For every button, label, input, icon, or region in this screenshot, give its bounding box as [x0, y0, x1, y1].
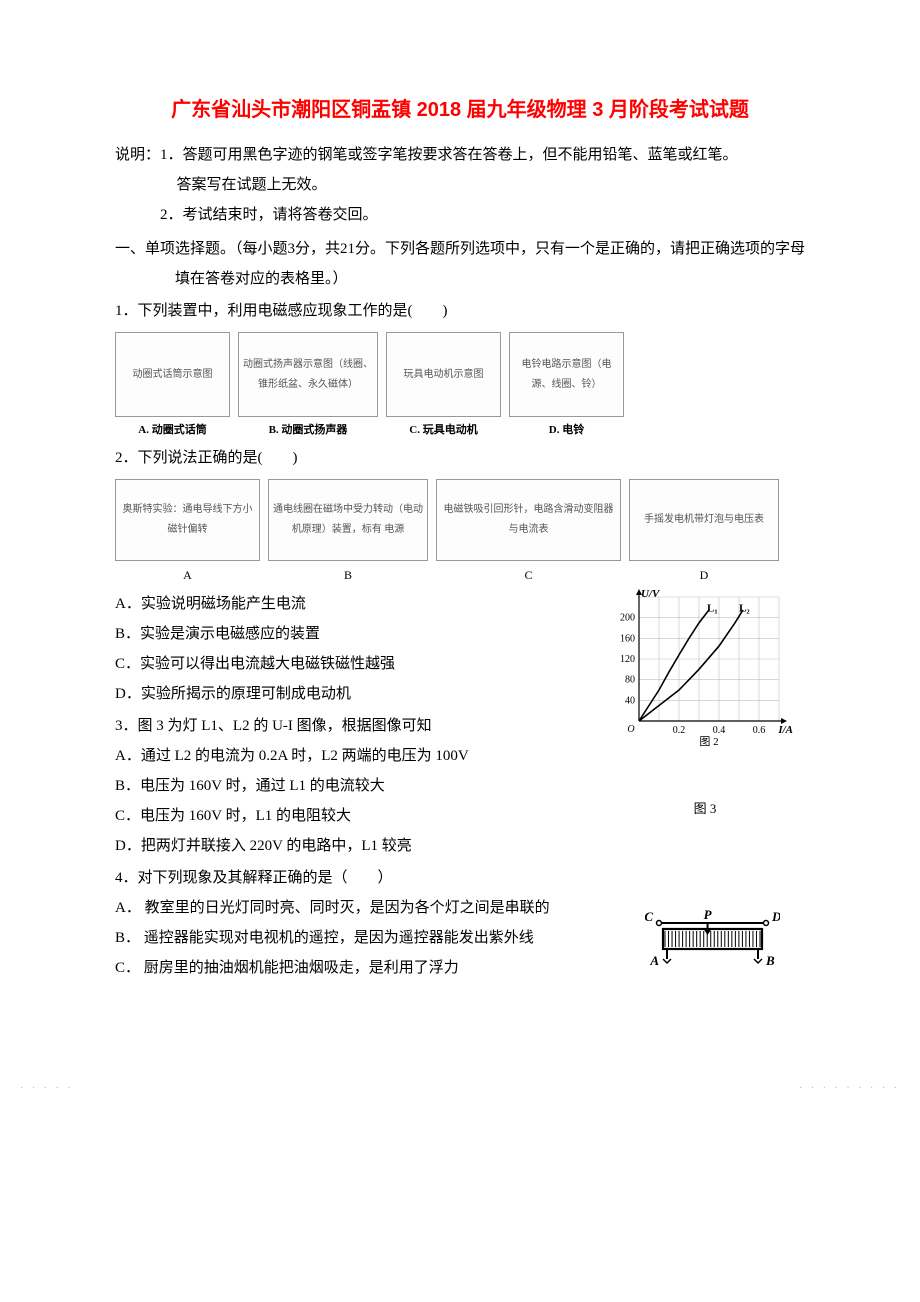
q2-image-1: 通电线圈在磁场中受力转动（电动机原理）装置，标有 电源B [268, 479, 428, 587]
instruction-2: 2．考试结束时，请将答卷交回。 [115, 200, 805, 230]
svg-text:120: 120 [620, 654, 635, 665]
svg-text:C: C [645, 909, 653, 924]
q1-option-2-image: 玩具电动机示意图 [386, 332, 501, 417]
q4-opt-c: C． 厨房里的抽油烟机能把油烟吸走，是利用了浮力 [115, 953, 615, 983]
svg-text:O: O [627, 724, 634, 735]
q1-stem: 1．下列装置中，利用电磁感应现象工作的是( ) [115, 296, 805, 326]
q2-opt-b: B．实验是演示电磁感应的装置 [115, 619, 595, 649]
q2-opt-d: D．实验所揭示的原理可制成电动机 [115, 679, 595, 709]
instruction-1: 说明：1．答题可用黑色字迹的钢笔或签字笔按要求答在答卷上，但不能用铅笔、蓝笔或红… [115, 140, 805, 170]
q2-image-0-caption: A [115, 563, 260, 587]
q4-opt-b: B． 遥控器能实现对电视机的遥控，是因为遥控器能发出紫外线 [115, 923, 615, 953]
q1-option-2: 玩具电动机示意图C. 玩具电动机 [386, 332, 501, 441]
q2-image-1-img: 通电线圈在磁场中受力转动（电动机原理）装置，标有 电源 [268, 479, 428, 561]
q3-opt-d: D．把两灯并联接入 220V 的电路中，L1 较亮 [115, 831, 595, 861]
figure-3-label: 图 3 [605, 796, 805, 822]
svg-text:I/A: I/A [777, 724, 793, 736]
svg-text:160: 160 [620, 633, 635, 644]
svg-text:L₁: L₁ [707, 602, 718, 614]
q1-images-row: 动圈式话筒示意图A. 动圈式话筒动圈式扬声器示意图（线圈、锥形纸盆、永久磁体）B… [115, 332, 805, 441]
svg-text:200: 200 [620, 613, 635, 624]
section-1-header: 一、单项选择题。（每小题3分，共21分。下列各题所列选项中，只有一个是正确的，请… [115, 234, 805, 294]
q2-image-2-img: 电磁铁吸引回形针，电路含滑动变阻器与电流表 [436, 479, 621, 561]
svg-text:80: 80 [625, 675, 635, 686]
figure-2-3-container: O 0.2 0.4 0.6 40 80 120 160 200 U/V I/A L₁ L₂ 图 2 图 3 [605, 589, 805, 822]
q3-stem: 3．图 3 为灯 L1、L2 的 U-I 图像，根据图像可知 [115, 711, 595, 741]
svg-text:L₂: L₂ [739, 602, 750, 614]
q2-image-0: 奥斯特实验：通电导线下方小磁针偏转A [115, 479, 260, 587]
rheostat-figure-container: C P D A B [625, 893, 805, 978]
q2-images-row: 奥斯特实验：通电导线下方小磁针偏转A通电线圈在磁场中受力转动（电动机原理）装置，… [115, 479, 805, 587]
svg-text:P: P [704, 907, 713, 922]
q4-stem: 4．对下列现象及其解释正确的是（ ） [115, 863, 595, 893]
svg-text:40: 40 [625, 695, 635, 706]
svg-text:U/V: U/V [641, 589, 661, 600]
q1-option-1: 动圈式扬声器示意图（线圈、锥形纸盆、永久磁体）B. 动圈式扬声器 [238, 332, 378, 441]
q4-opt-a: A． 教室里的日光灯同时亮、同时灭，是因为各个灯之间是串联的 [115, 893, 615, 923]
q2-image-3: 手摇发电机带灯泡与电压表D [629, 479, 779, 587]
q3-opt-c: C．电压为 160V 时，L1 的电阻较大 [115, 801, 595, 831]
q3-opt-b: B．电压为 160V 时，通过 L1 的电流较大 [115, 771, 595, 801]
q2-image-1-caption: B [268, 563, 428, 587]
footer-right: · · · · · · · · · [799, 1083, 900, 1094]
svg-text:0.2: 0.2 [673, 725, 686, 736]
q1-option-3: 电铃电路示意图（电源、线圈、铃）D. 电铃 [509, 332, 624, 441]
instruction-1b: 答案写在试题上无效。 [115, 170, 805, 200]
q1-option-1-image: 动圈式扬声器示意图（线圈、锥形纸盆、永久磁体） [238, 332, 378, 417]
q2-image-3-caption: D [629, 563, 779, 587]
q1-option-0: 动圈式话筒示意图A. 动圈式话筒 [115, 332, 230, 441]
q1-option-3-caption: D. 电铃 [509, 419, 624, 441]
page-title: 广东省汕头市潮阳区铜盂镇 2018 届九年级物理 3 月阶段考试试题 [115, 90, 805, 130]
svg-text:0.6: 0.6 [753, 725, 766, 736]
q2-opt-c: C．实验可以得出电流越大电磁铁磁性越强 [115, 649, 595, 679]
svg-text:0.4: 0.4 [713, 725, 726, 736]
q1-option-0-image: 动圈式话筒示意图 [115, 332, 230, 417]
svg-text:A: A [649, 953, 659, 967]
footer-decoration: · · · · · · · · · · · · · · [0, 1083, 920, 1094]
q2-opt-a: A．实验说明磁场能产生电流 [115, 589, 595, 619]
q2-image-2: 电磁铁吸引回形针，电路含滑动变阻器与电流表C [436, 479, 621, 587]
q2-image-2-caption: C [436, 563, 621, 587]
q1-option-1-caption: B. 动圈式扬声器 [238, 419, 378, 441]
svg-text:D: D [771, 909, 780, 924]
q2-stem: 2．下列说法正确的是( ) [115, 443, 805, 473]
rheostat-figure: C P D A B [645, 907, 780, 967]
svg-text:图 2: 图 2 [699, 735, 718, 748]
footer-left: · · · · · [20, 1083, 74, 1094]
ui-chart-figure-2: O 0.2 0.4 0.6 40 80 120 160 200 U/V I/A L₁ L₂ 图 2 [605, 589, 795, 749]
q1-option-2-caption: C. 玩具电动机 [386, 419, 501, 441]
q2-image-0-img: 奥斯特实验：通电导线下方小磁针偏转 [115, 479, 260, 561]
exam-page: 广东省汕头市潮阳区铜盂镇 2018 届九年级物理 3 月阶段考试试题 说明：1．… [0, 0, 920, 1043]
q1-option-0-caption: A. 动圈式话筒 [115, 419, 230, 441]
svg-text:B: B [765, 953, 775, 967]
q2-image-3-img: 手摇发电机带灯泡与电压表 [629, 479, 779, 561]
q3-opt-a: A．通过 L2 的电流为 0.2A 时，L2 两端的电压为 100V [115, 741, 595, 771]
q1-option-3-image: 电铃电路示意图（电源、线圈、铃） [509, 332, 624, 417]
